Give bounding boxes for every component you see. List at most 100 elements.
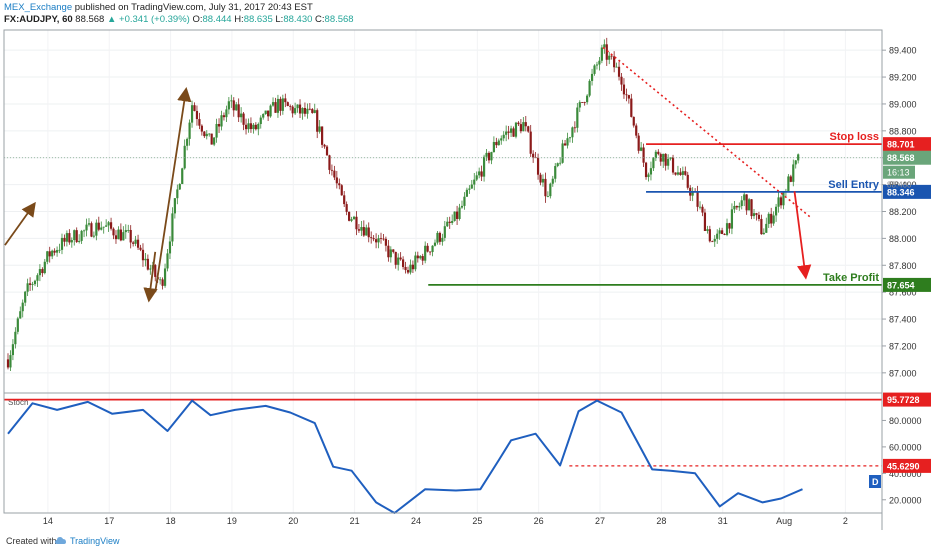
candle-body [308,108,311,110]
candle-body [313,110,316,113]
candle-body [652,158,655,169]
close-value: 88.568 [324,14,354,25]
candle-body [738,206,741,208]
stochastic-pane: Stoch D [4,398,882,514]
candle-body [306,108,309,114]
stoch-title: Stoch [8,398,28,407]
candle-body [252,124,255,130]
candle-body [203,131,206,137]
candle-body [105,225,108,227]
candle-body [119,229,122,241]
candle-body [31,284,34,285]
candle-body [411,264,415,270]
tradingview-brand[interactable]: TradingView [70,536,120,546]
candle-body [770,213,773,224]
candle-body [14,331,17,345]
candle-body [424,245,427,261]
candle-body [787,176,790,192]
take-profit-price-tag [883,277,931,292]
candle-body [451,220,454,223]
candle-body [620,76,623,85]
candle-body [333,170,336,178]
last-price: 88.568 [75,14,105,25]
candle-body [507,131,510,133]
candle-body [713,238,716,242]
stop-loss-price-tag [883,137,931,152]
candle-body [782,192,785,206]
axes: 87.000 87.200 87.400 87.600 87.800 88.000 88.2… [3,29,931,530]
candle-body [357,229,361,231]
candle-body [406,270,410,273]
price-tick-label: 89.400 [889,46,917,56]
candle-body [728,223,731,229]
candle-body [487,152,491,161]
candle-body [41,269,44,274]
candle-body [752,213,756,217]
candle-body [392,249,395,252]
candle-body [63,237,66,242]
candle-body [254,124,257,130]
candle-body [382,238,385,240]
candle-body [124,230,127,233]
publisher-link[interactable]: MEX_Exchange [4,2,73,13]
candle-body [51,250,54,257]
price-tick-label: 87.000 [889,368,917,378]
candle-body [269,105,272,117]
candle-body [664,153,667,166]
last-price-tag [883,150,931,165]
candle-body [55,250,59,253]
candle-body [95,222,98,236]
candle-body [671,157,675,173]
candle-body [527,126,530,132]
candle-body [193,105,196,111]
candle-body [318,126,321,132]
candle-body [345,204,348,212]
candle-body [735,205,738,208]
candle-body [730,209,734,229]
candle-body [144,258,147,261]
candle-body [436,232,439,243]
candle-body [748,199,751,211]
candle-body [92,235,95,237]
candle-body [188,122,191,139]
candle-body [271,102,275,106]
ohlc-line: FX:AUDJPY, 60 88.568 ▲ +0.341 (+0.39%) O… [4,14,354,26]
candle-body [446,221,449,227]
candle-body [701,206,704,213]
published-text: published on TradingView.com, July 31, 2… [74,2,313,13]
candle-body [603,44,606,48]
candle-body [210,133,213,145]
candle-body [522,122,525,132]
candle-body [370,237,373,239]
time-tick-label: 24 [411,516,421,526]
candle-body [352,216,356,220]
candle-body [97,222,100,230]
symbol-label: FX:AUDJPY, 60 [4,14,73,25]
candle-body [68,233,71,243]
candle-body [298,104,302,114]
candle-body [401,259,405,267]
annotations: Stop loss Sell Entry Take Profit [4,46,882,303]
candle-body [38,269,42,276]
candle-body [183,145,186,169]
candle-body [505,131,508,135]
candle-body [470,184,473,189]
candle-body [387,245,390,258]
candle-body [281,98,284,111]
candle-body [590,73,594,81]
candle-body [198,119,201,126]
candle-body [335,177,338,184]
candle-body [681,171,684,175]
candle-body [247,123,250,130]
chart-header: MEX_Exchange published on TradingView.co… [4,2,354,26]
target-arrow [793,191,812,280]
countdown-value: 16:13 [887,168,910,178]
candle-body [698,206,702,208]
candle-body [514,122,518,137]
stoch-tick-label: 20.0000 [889,495,922,505]
candle-body [365,227,368,236]
candle-body [718,230,721,234]
candle-body [225,109,228,118]
candle-body [541,178,545,183]
